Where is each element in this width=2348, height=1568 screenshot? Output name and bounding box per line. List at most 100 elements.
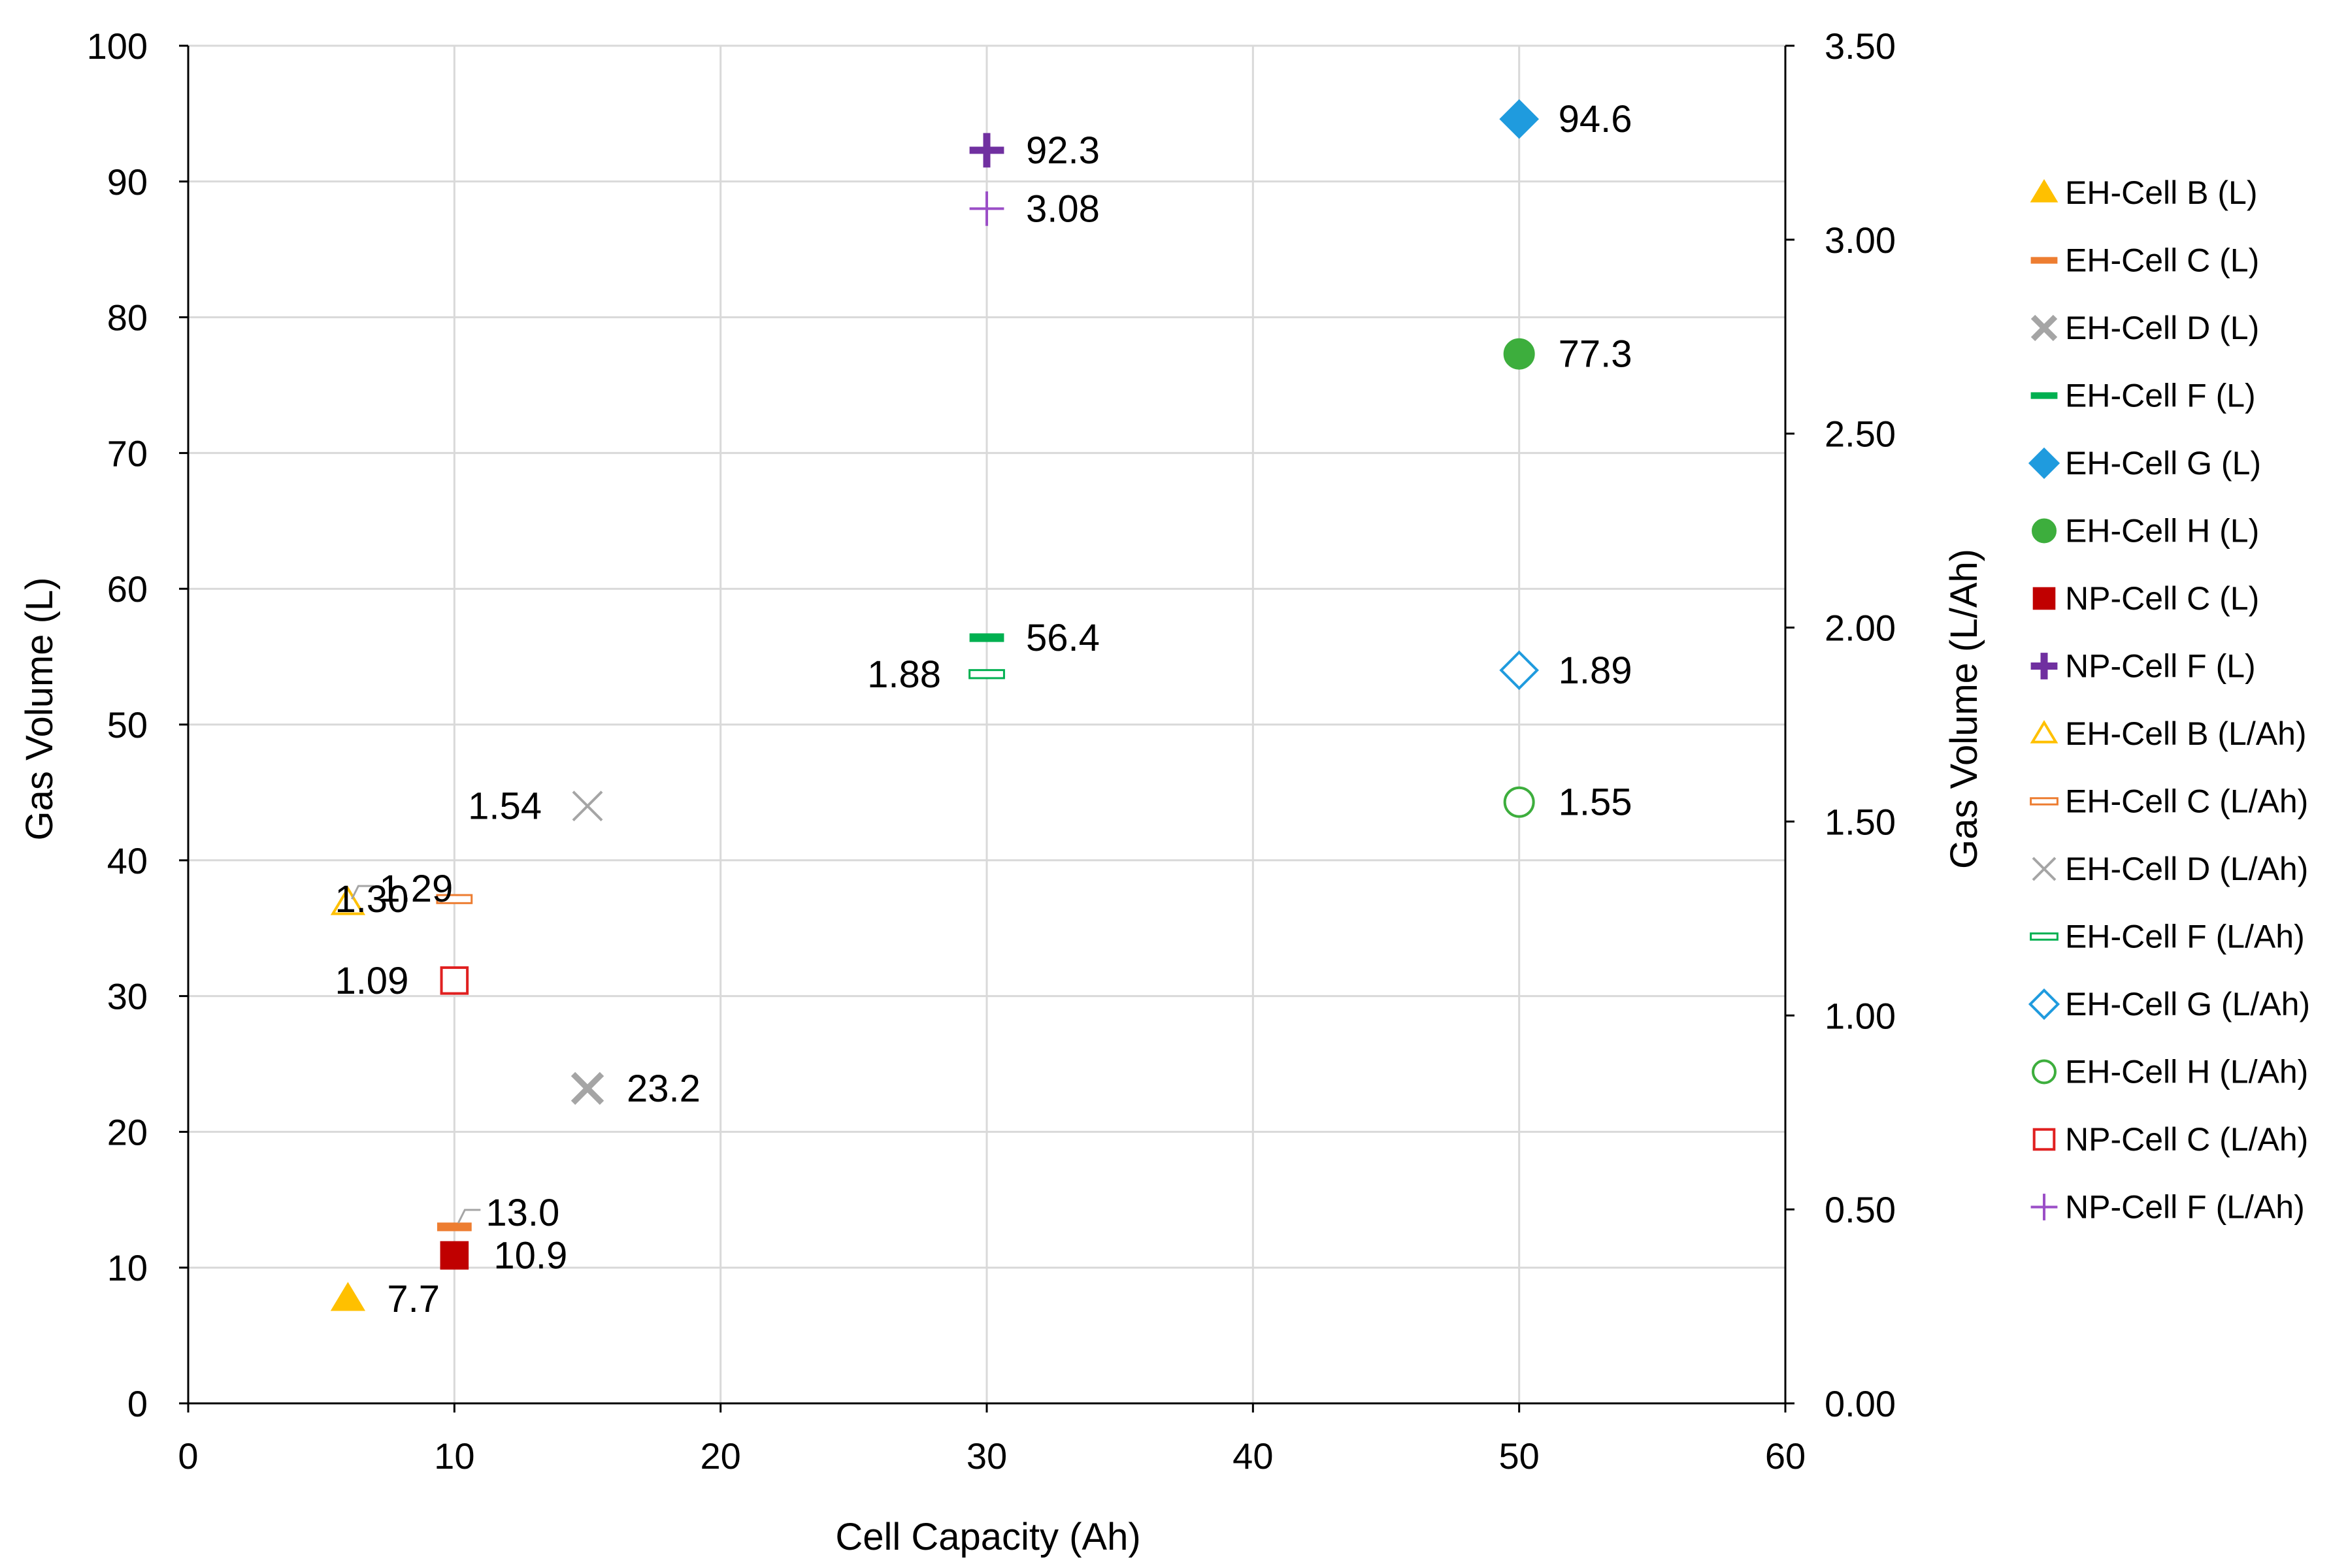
legend-label: EH-Cell D (L) — [2065, 310, 2259, 346]
legend-item: EH-Cell G (L/Ah) — [2028, 986, 2310, 1022]
data-point-eh-cell-b-l — [330, 1282, 366, 1311]
axes — [179, 44, 1794, 1413]
data-points — [330, 99, 1539, 1311]
data-point-eh-cell-c-l — [437, 1222, 472, 1232]
legend-item: EH-Cell F (L/Ah) — [2030, 919, 2305, 955]
data-point-eh-cell-f-l-ah — [968, 669, 1005, 679]
secondary-y-axis-title: Gas Volume (L/Ah) — [1943, 549, 1985, 869]
legend-marker-eh-cell-h-l-ah — [2032, 1059, 2057, 1085]
legend-item: NP-Cell C (L/Ah) — [2032, 1121, 2308, 1158]
data-label-np-cell-f-l-ah: 3.08 — [1026, 188, 1100, 230]
label-leader-line — [351, 885, 374, 900]
data-label-eh-cell-d-l-ah: 1.54 — [468, 785, 542, 828]
data-label-eh-cell-f-l-ah: 1.88 — [867, 653, 941, 696]
legend-label: NP-Cell C (L) — [2065, 580, 2259, 617]
y-tick-label: 100 — [87, 25, 148, 67]
x-tick-label: 30 — [967, 1435, 1007, 1477]
legend-marker-eh-cell-g-l — [2028, 447, 2060, 480]
legend-item: EH-Cell C (L) — [2030, 242, 2259, 279]
legend-marker-np-cell-f-l-ah — [2030, 1194, 2058, 1220]
legend-marker-eh-cell-f-l — [2030, 392, 2058, 399]
legend-label: EH-Cell H (L) — [2065, 513, 2259, 549]
x-tick-label: 20 — [701, 1435, 741, 1477]
legend-label: NP-Cell C (L/Ah) — [2065, 1121, 2308, 1158]
legend-item: EH-Cell D (L/Ah) — [2032, 851, 2308, 887]
y-tick-label: 70 — [107, 433, 148, 474]
x-tick-label: 60 — [1765, 1435, 1806, 1477]
legend-marker-eh-cell-d-l — [2030, 314, 2058, 342]
legend-label: NP-Cell F (L/Ah) — [2065, 1189, 2305, 1226]
data-point-eh-cell-d-l-ah — [572, 791, 603, 822]
y-tick-label: 80 — [107, 297, 148, 338]
y2-tick-label: 2.50 — [1825, 414, 1896, 455]
legend-label: EH-Cell H (L/Ah) — [2065, 1054, 2308, 1090]
data-point-eh-cell-h-l-ah — [1503, 786, 1535, 818]
data-label-eh-cell-f-l: 56.4 — [1026, 617, 1100, 659]
legend-marker-eh-cell-c-l-ah — [2030, 797, 2059, 806]
tick-labels: 0 10 20 30 40 50 60 0 10 20 30 40 50 60 70 80 90 100 0.00 0… — [87, 25, 1896, 1477]
y2-tick-label: 0.50 — [1825, 1189, 1896, 1230]
y2-tick-label: 1.00 — [1825, 995, 1896, 1036]
data-point-np-cell-c-l-ah — [440, 966, 469, 995]
legend-item: EH-Cell B (L/Ah) — [2030, 715, 2307, 752]
legend-label: EH-Cell D (L/Ah) — [2065, 851, 2308, 887]
legend-item: NP-Cell F (L/Ah) — [2030, 1189, 2305, 1226]
data-point-np-cell-f-l-ah — [969, 191, 1004, 226]
data-label-eh-cell-c-l-ah: 1.30 — [335, 878, 408, 921]
y2-tick-label: 3.50 — [1825, 25, 1896, 67]
legend-label: EH-Cell B (L) — [2065, 174, 2257, 211]
y-tick-label: 10 — [107, 1247, 148, 1288]
data-point-np-cell-c-l — [440, 1241, 469, 1270]
legend-label: EH-Cell G (L/Ah) — [2065, 986, 2310, 1022]
legend-label: EH-Cell G (L) — [2065, 445, 2261, 482]
data-point-np-cell-f-l — [969, 133, 1004, 168]
data-label-np-cell-c-l-ah: 1.09 — [335, 960, 408, 1002]
legend-marker-eh-cell-d-l-ah — [2032, 857, 2057, 881]
x-axis-title: Cell Capacity (Ah) — [835, 1516, 1140, 1558]
data-point-eh-cell-f-l — [969, 633, 1004, 642]
legend-label: NP-Cell F (L) — [2065, 648, 2256, 685]
y2-tick-label: 1.50 — [1825, 801, 1896, 842]
data-label-np-cell-f-l: 92.3 — [1026, 129, 1100, 172]
y2-tick-label: 2.00 — [1825, 608, 1896, 649]
x-tick-label: 0 — [178, 1435, 198, 1477]
y2-tick-label: 3.00 — [1825, 220, 1896, 261]
data-label-np-cell-c-l: 10.9 — [493, 1234, 567, 1277]
legend: EH-Cell B (L) EH-Cell C (L) EH-Cell D (L) E… — [2028, 174, 2310, 1226]
data-point-eh-cell-b-l-ah — [330, 886, 366, 915]
data-point-eh-cell-h-l — [1503, 338, 1535, 370]
data-label-eh-cell-b-l: 7.7 — [387, 1278, 440, 1320]
y-tick-label: 90 — [107, 161, 148, 203]
data-label-eh-cell-g-l: 94.6 — [1559, 98, 1632, 140]
legend-item: EH-Cell H (L) — [2032, 513, 2259, 549]
legend-marker-np-cell-c-l-ah — [2032, 1128, 2056, 1151]
y-tick-label: 0 — [127, 1383, 148, 1424]
legend-item: EH-Cell B (L) — [2030, 174, 2257, 211]
legend-marker-eh-cell-h-l — [2032, 518, 2057, 544]
y-tick-label: 20 — [107, 1111, 148, 1152]
legend-label: EH-Cell F (L/Ah) — [2065, 919, 2305, 955]
legend-marker-eh-cell-b-l-ah — [2030, 720, 2059, 743]
legend-marker-eh-cell-f-l-ah — [2030, 932, 2059, 941]
data-point-eh-cell-c-l-ah — [436, 894, 473, 904]
data-label-eh-cell-h-l: 77.3 — [1559, 333, 1632, 376]
y-tick-label: 50 — [107, 704, 148, 745]
legend-label: EH-Cell F (L) — [2065, 378, 2256, 414]
y-tick-label: 40 — [107, 840, 148, 881]
legend-marker-np-cell-f-l — [2030, 653, 2058, 679]
data-label-eh-cell-d-l: 23.2 — [627, 1068, 701, 1110]
legend-marker-eh-cell-c-l — [2030, 257, 2058, 264]
data-point-eh-cell-g-l — [1499, 99, 1539, 139]
x-tick-label: 40 — [1232, 1435, 1273, 1477]
x-tick-label: 50 — [1499, 1435, 1540, 1477]
x-tick-label: 10 — [434, 1435, 474, 1477]
data-labels: 7.7 13.0 23.2 56.4 94.6 77.3 10.9 92.3 1.291.30 1… — [335, 98, 1632, 1320]
y-tick-label: 30 — [107, 976, 148, 1017]
legend-marker-eh-cell-g-l-ah — [2028, 988, 2060, 1021]
legend-item: EH-Cell F (L) — [2030, 378, 2256, 414]
legend-marker-eh-cell-b-l — [2030, 179, 2059, 203]
legend-item: NP-Cell F (L) — [2030, 648, 2256, 685]
data-label-eh-cell-g-l-ah: 1.89 — [1559, 649, 1632, 692]
y-tick-label: 60 — [107, 568, 148, 610]
